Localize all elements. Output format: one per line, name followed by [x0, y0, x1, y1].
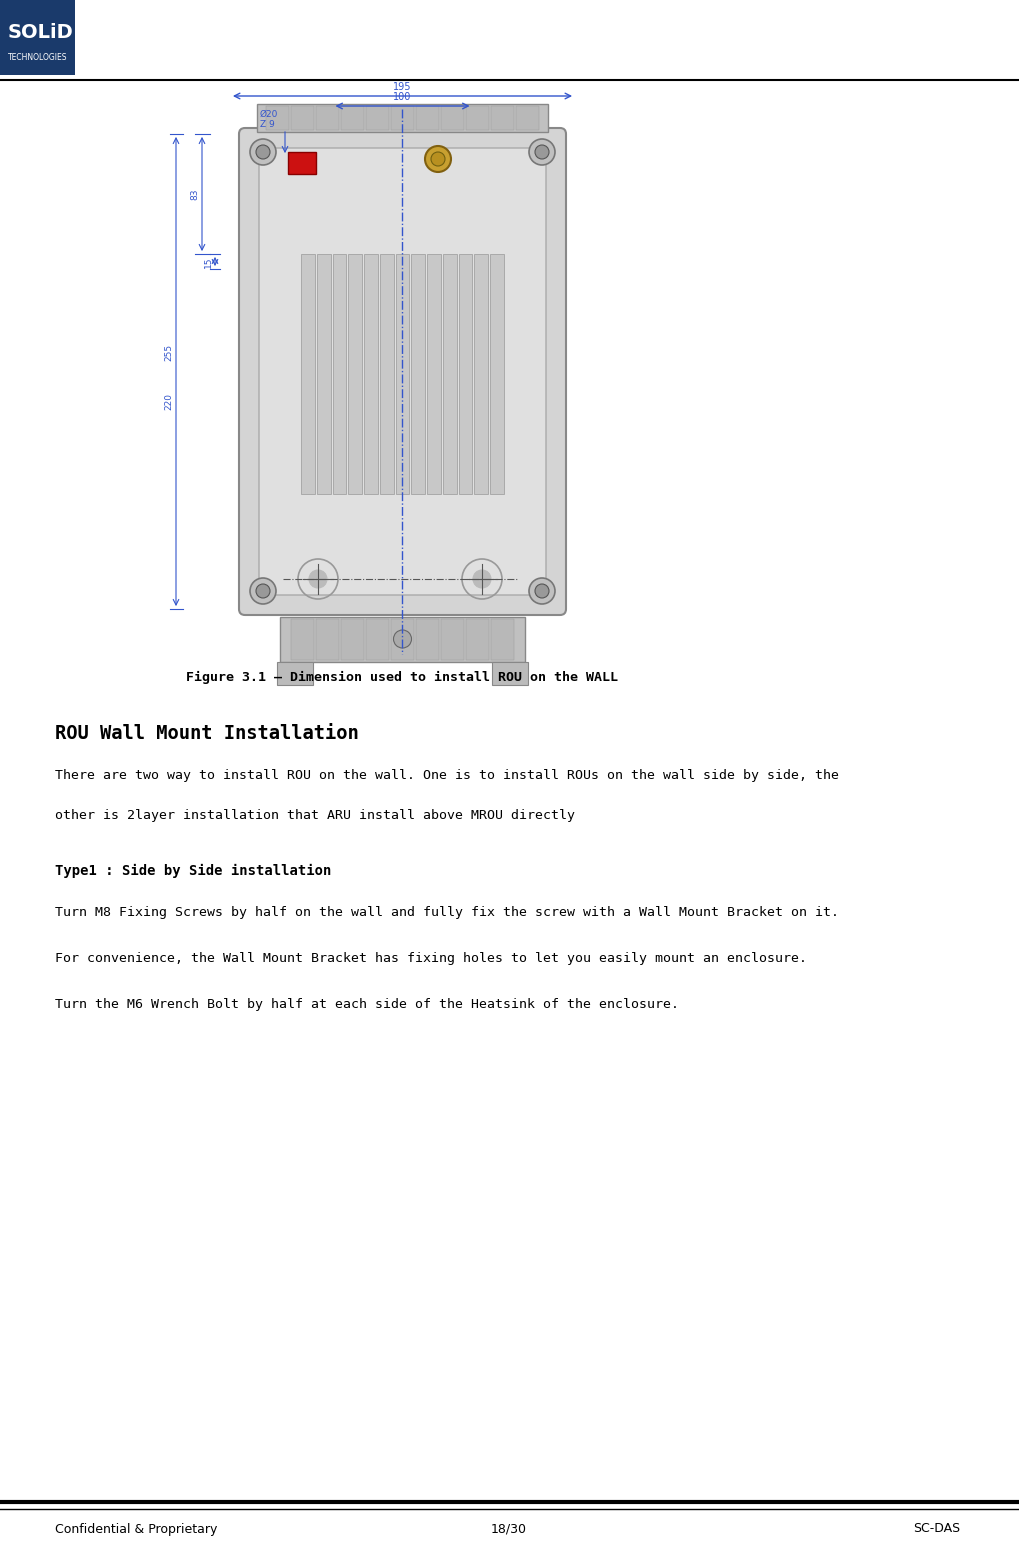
Bar — [341, 619, 364, 660]
Bar — [364, 253, 378, 494]
Text: 100: 100 — [393, 92, 412, 102]
Bar — [316, 106, 339, 130]
Bar — [441, 619, 464, 660]
Text: 83: 83 — [190, 188, 199, 200]
Bar — [280, 618, 525, 662]
Circle shape — [256, 583, 270, 597]
Bar — [466, 106, 489, 130]
Bar — [416, 106, 439, 130]
Text: other is 2layer installation that ARU install above MROU directly: other is 2layer installation that ARU in… — [55, 809, 575, 823]
Circle shape — [473, 569, 491, 588]
Circle shape — [250, 579, 276, 604]
Circle shape — [256, 145, 270, 160]
Text: Confidential & Proprietary: Confidential & Proprietary — [55, 1522, 217, 1536]
Bar — [266, 106, 289, 130]
Text: Turn M8 Fixing Screws by half on the wall and fully fix the screw with a Wall Mo: Turn M8 Fixing Screws by half on the wal… — [55, 906, 839, 920]
Bar — [317, 253, 330, 494]
Bar — [291, 619, 314, 660]
Text: ROU Wall Mount Installation: ROU Wall Mount Installation — [55, 724, 359, 743]
Bar — [466, 619, 489, 660]
Bar — [348, 253, 362, 494]
Bar — [491, 619, 514, 660]
FancyBboxPatch shape — [239, 128, 566, 615]
Circle shape — [535, 583, 549, 597]
Bar — [491, 106, 514, 130]
Bar — [291, 106, 314, 130]
Bar — [277, 662, 313, 685]
Bar — [391, 106, 414, 130]
Text: For convenience, the Wall Mount Bracket has fixing holes to let you easily mount: For convenience, the Wall Mount Bracket … — [55, 952, 807, 965]
Bar — [416, 619, 439, 660]
Circle shape — [431, 152, 445, 166]
Bar — [412, 253, 425, 494]
Text: There are two way to install ROU on the wall. One is to install ROUs on the wall: There are two way to install ROU on the … — [55, 769, 839, 782]
Text: 15: 15 — [204, 256, 213, 267]
Text: Z 9: Z 9 — [260, 120, 275, 128]
Bar — [391, 619, 414, 660]
Circle shape — [425, 145, 451, 172]
Bar — [475, 253, 488, 494]
Bar — [441, 106, 464, 130]
Circle shape — [529, 139, 555, 164]
Bar — [316, 619, 339, 660]
Bar — [459, 253, 473, 494]
Circle shape — [393, 630, 412, 647]
Bar — [301, 253, 315, 494]
Text: TECHNOLOGIES: TECHNOLOGIES — [8, 53, 67, 63]
Text: Figure 3.1 – Dimension used to install ROU on the WALL: Figure 3.1 – Dimension used to install R… — [186, 671, 618, 683]
Circle shape — [529, 579, 555, 604]
Text: SC-DAS: SC-DAS — [913, 1522, 960, 1536]
Circle shape — [250, 139, 276, 164]
Bar — [366, 619, 389, 660]
Bar — [380, 253, 393, 494]
Text: 195: 195 — [393, 81, 412, 92]
Bar — [366, 106, 389, 130]
Text: 18/30: 18/30 — [491, 1522, 527, 1536]
Text: SOLiD: SOLiD — [8, 22, 73, 42]
Circle shape — [535, 145, 549, 160]
Text: Ø20: Ø20 — [260, 109, 278, 119]
Circle shape — [309, 569, 327, 588]
Bar — [341, 106, 364, 130]
Bar — [490, 253, 504, 494]
Text: Type1 : Side by Side installation: Type1 : Side by Side installation — [55, 863, 331, 877]
Text: 220: 220 — [164, 394, 173, 410]
Bar — [0, 0, 75, 75]
Bar — [332, 253, 346, 494]
FancyBboxPatch shape — [259, 149, 546, 594]
Bar — [395, 253, 410, 494]
Bar — [257, 103, 548, 131]
Bar — [288, 152, 316, 174]
Text: Turn the M6 Wrench Bolt by half at each side of the Heatsink of the enclosure.: Turn the M6 Wrench Bolt by half at each … — [55, 998, 679, 1010]
Bar — [427, 253, 441, 494]
Bar — [516, 106, 539, 130]
Bar — [492, 662, 528, 685]
Text: 255: 255 — [164, 344, 173, 361]
Bar — [443, 253, 457, 494]
